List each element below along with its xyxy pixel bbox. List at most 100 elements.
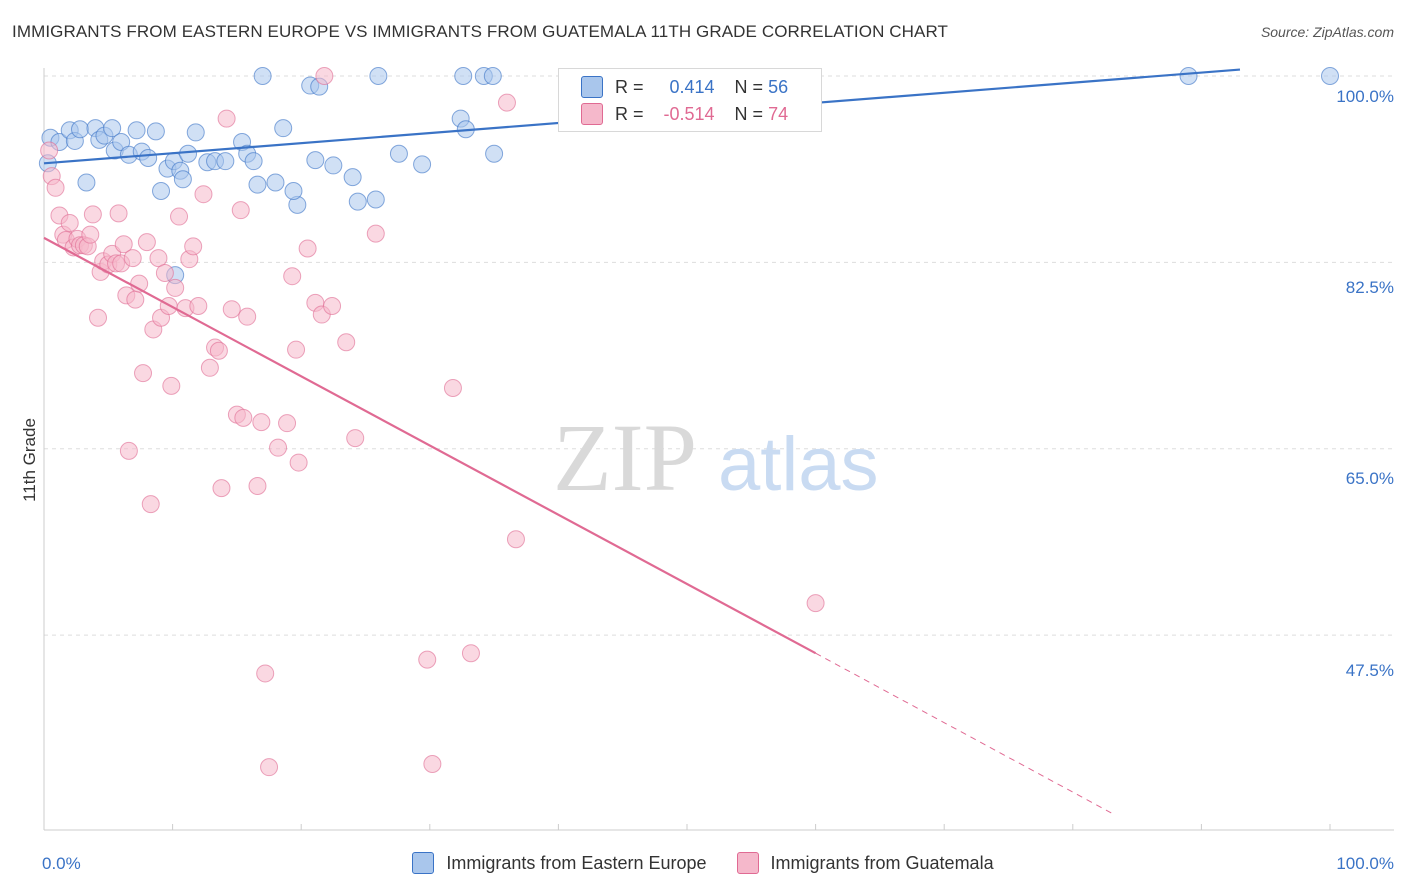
data-point bbox=[348, 192, 367, 211]
data-point bbox=[89, 308, 108, 327]
data-point bbox=[1179, 66, 1198, 85]
data-point bbox=[324, 156, 343, 175]
data-point bbox=[346, 429, 365, 448]
legend-swatch-blue bbox=[581, 76, 603, 98]
data-point bbox=[252, 413, 271, 432]
chart-source: Source: ZipAtlas.com bbox=[1260, 24, 1394, 40]
watermark: ZIP atlas bbox=[553, 404, 879, 511]
data-point bbox=[231, 201, 250, 220]
legend-label-eastern-europe: Immigrants from Eastern Europe bbox=[446, 852, 707, 873]
data-point bbox=[200, 358, 219, 377]
data-point bbox=[152, 181, 171, 200]
data-point bbox=[238, 307, 257, 326]
data-point bbox=[418, 650, 437, 669]
watermark-atlas: atlas bbox=[718, 422, 879, 507]
data-point bbox=[209, 341, 228, 360]
data-point bbox=[274, 119, 293, 138]
data-point bbox=[146, 122, 165, 141]
data-point bbox=[323, 297, 342, 316]
data-point bbox=[126, 290, 145, 309]
data-point bbox=[114, 235, 133, 254]
data-point bbox=[423, 754, 442, 773]
legend-swatch-blue bbox=[412, 852, 435, 874]
legend-swatch-pink bbox=[736, 852, 759, 874]
series-legend: Immigrants from Eastern Europe Immigrant… bbox=[0, 852, 1406, 874]
data-point bbox=[216, 152, 235, 171]
data-point bbox=[141, 495, 160, 514]
data-point bbox=[234, 408, 253, 427]
n-label: N = bbox=[734, 103, 764, 124]
trend-line bbox=[43, 236, 817, 655]
data-point bbox=[806, 594, 825, 613]
data-point bbox=[1321, 66, 1339, 85]
data-point bbox=[123, 249, 142, 268]
data-point bbox=[179, 144, 198, 163]
data-point bbox=[269, 438, 288, 457]
legend-item-guatemala: Immigrants from Guatemala bbox=[736, 852, 994, 874]
y-axis-title: 11th Grade bbox=[20, 418, 39, 502]
data-point bbox=[222, 300, 241, 319]
data-point bbox=[253, 66, 272, 85]
data-point bbox=[155, 264, 174, 283]
series-guatemala-points bbox=[40, 66, 825, 777]
data-point bbox=[194, 185, 213, 204]
data-point bbox=[461, 644, 480, 663]
data-point bbox=[166, 278, 185, 297]
data-point bbox=[139, 148, 158, 167]
n-value-pink: 74 bbox=[768, 103, 789, 124]
data-point bbox=[71, 120, 90, 139]
y-tick-label-100: 100.0% bbox=[1336, 87, 1394, 106]
y-tick-label-82-5: 82.5% bbox=[1345, 278, 1394, 297]
data-point bbox=[283, 267, 302, 286]
data-point bbox=[212, 479, 231, 498]
correlation-legend: R = 0.414 N = 56 R = -0.514 N = 74 bbox=[558, 68, 822, 132]
legend-item-eastern-europe: Immigrants from Eastern Europe bbox=[412, 852, 707, 874]
legend-swatch-pink bbox=[581, 103, 603, 125]
data-point bbox=[184, 237, 203, 256]
data-point bbox=[60, 213, 79, 232]
data-point bbox=[170, 207, 189, 226]
data-point bbox=[298, 239, 317, 258]
data-point bbox=[244, 152, 263, 171]
data-point bbox=[278, 414, 297, 433]
data-point bbox=[149, 249, 168, 268]
data-point bbox=[40, 141, 59, 160]
y-tick-label-65: 65.0% bbox=[1345, 469, 1394, 488]
chart-title: IMMIGRANTS FROM EASTERN EUROPE VS IMMIGR… bbox=[12, 22, 949, 41]
n-value-blue: 56 bbox=[768, 76, 789, 97]
data-point bbox=[217, 109, 236, 128]
x-tick-label-min: 0.0% bbox=[42, 854, 81, 873]
data-point bbox=[413, 155, 432, 174]
data-point bbox=[337, 333, 356, 352]
data-point bbox=[137, 233, 156, 252]
data-point bbox=[248, 175, 267, 194]
data-point bbox=[173, 170, 192, 189]
data-point bbox=[287, 340, 306, 359]
data-point bbox=[83, 205, 102, 224]
data-point bbox=[483, 66, 502, 85]
n-label: N = bbox=[734, 76, 764, 97]
data-point bbox=[306, 151, 325, 170]
data-point bbox=[248, 477, 267, 496]
r-value-pink: -0.514 bbox=[663, 103, 715, 124]
data-point bbox=[443, 379, 462, 398]
data-point bbox=[389, 144, 408, 163]
data-point bbox=[162, 376, 181, 395]
data-point bbox=[260, 758, 279, 777]
legend-row-eastern-europe: R = 0.414 N = 56 bbox=[559, 74, 788, 100]
data-point bbox=[454, 66, 473, 85]
axes bbox=[43, 68, 1394, 831]
data-point bbox=[127, 121, 146, 140]
data-point bbox=[81, 225, 100, 244]
trend-line-extension bbox=[815, 652, 1112, 814]
r-label: R = bbox=[615, 76, 644, 97]
data-point bbox=[266, 173, 285, 192]
r-value-blue: 0.414 bbox=[669, 76, 715, 97]
data-point bbox=[366, 224, 385, 243]
legend-label-guatemala: Immigrants from Guatemala bbox=[770, 852, 994, 873]
data-point bbox=[109, 204, 128, 223]
data-point bbox=[77, 173, 96, 192]
data-point bbox=[189, 297, 208, 316]
data-point bbox=[369, 66, 388, 85]
